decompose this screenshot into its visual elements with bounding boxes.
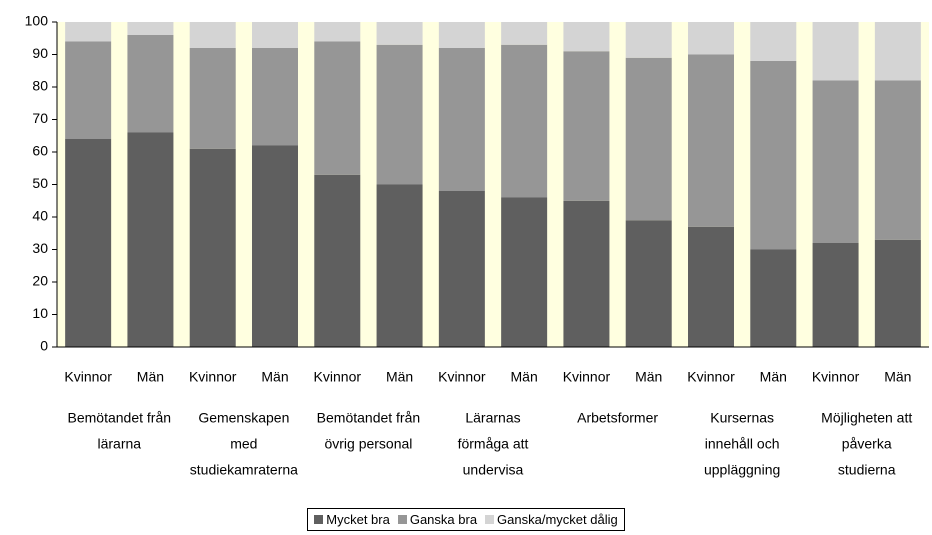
bar-segment <box>65 41 112 139</box>
bar-segment <box>812 22 859 81</box>
y-tick-label: 10 <box>32 305 48 321</box>
bar-segment <box>688 54 734 227</box>
bar-segment <box>688 226 734 347</box>
group-label: studierna <box>838 462 896 478</box>
group-label: med <box>230 436 257 452</box>
group-label: Gemenskapen <box>198 410 289 426</box>
group-label: Arbetsformer <box>577 410 658 426</box>
group-label: påverka <box>842 436 892 452</box>
group-label: studiekamraterna <box>190 462 298 478</box>
bar-segment <box>438 22 485 48</box>
y-tick-label: 0 <box>40 338 48 354</box>
x-tick-label: Män <box>386 369 413 385</box>
plot-area <box>57 22 929 347</box>
bar-segment <box>874 80 921 240</box>
bar-segment <box>625 22 672 58</box>
group-label: lärarna <box>97 436 141 452</box>
bar-segment <box>65 139 112 347</box>
bar-segment <box>314 174 361 347</box>
bar-segment <box>127 132 174 347</box>
x-tick-label: Män <box>635 369 662 385</box>
legend-label: Ganska bra <box>409 512 478 527</box>
y-tick-label: 40 <box>32 208 48 224</box>
x-tick-label: Män <box>261 369 288 385</box>
bar-segment <box>874 239 921 347</box>
bar-segment <box>625 220 672 347</box>
x-tick-label: Kvinnor <box>812 369 860 385</box>
group-label: uppläggning <box>704 462 780 478</box>
x-tick-label: Män <box>137 369 164 385</box>
bar-segment <box>189 48 236 149</box>
bar-segment <box>189 148 236 347</box>
x-tick-label: Kvinnor <box>64 369 112 385</box>
x-tick-label: Kvinnor <box>189 369 237 385</box>
legend-box: Mycket bra Ganska bra Ganska/mycket dålig <box>307 508 625 531</box>
bar-segment <box>127 35 174 133</box>
bar-segment <box>252 145 298 347</box>
bar-segment <box>65 22 112 42</box>
x-tick-label: Män <box>511 369 538 385</box>
bar-segment <box>314 22 361 42</box>
y-tick-label: 60 <box>32 143 48 159</box>
group-label: Bemötandet från <box>317 410 421 426</box>
y-tick-label: 70 <box>32 110 48 126</box>
bar-segment <box>376 44 423 185</box>
legend: Mycket bra Ganska bra Ganska/mycket dålig <box>0 508 932 531</box>
bar-segment <box>252 22 298 48</box>
group-label: Bemötandet från <box>68 410 172 426</box>
y-tick-label: 90 <box>32 45 48 61</box>
bar-segment <box>438 191 485 347</box>
bar-segment <box>189 22 236 48</box>
legend-label: Mycket bra <box>326 512 390 527</box>
x-tick-label: Kvinnor <box>314 369 362 385</box>
bar-segment <box>874 22 921 81</box>
bar-segment <box>688 22 734 55</box>
bar-segment <box>501 197 548 347</box>
bar-segment <box>563 200 610 347</box>
x-tick-label: Män <box>760 369 787 385</box>
bar-segment <box>252 48 298 146</box>
group-label: övrig personal <box>324 436 412 452</box>
y-tick-label: 100 <box>25 13 49 29</box>
bar-segment <box>750 22 797 61</box>
group-label: innehåll och <box>705 436 780 452</box>
group-label: förmåga att <box>458 436 529 452</box>
legend-swatch <box>397 515 407 524</box>
legend-item: Mycket bra <box>314 512 390 527</box>
bar-segment <box>812 80 859 243</box>
group-label: Möjligheten att <box>821 410 912 426</box>
bar-segment <box>625 57 672 221</box>
bar-segment <box>438 48 485 191</box>
bar-segment <box>812 243 859 347</box>
bar-segment <box>750 249 797 347</box>
y-tick-label: 50 <box>32 175 48 191</box>
y-tick-label: 20 <box>32 273 48 289</box>
bar-segment <box>563 51 610 201</box>
x-tick-label: Kvinnor <box>687 369 735 385</box>
legend-swatch <box>485 515 495 524</box>
group-label: undervisa <box>463 462 524 478</box>
bar-segment <box>563 22 610 52</box>
legend-swatch <box>314 515 324 524</box>
chart: Kvinnor Män Kvinnor Män Kvinnor Män Kvinnor Män… <box>25 13 929 478</box>
legend-label: Ganska/mycket dålig <box>497 512 618 527</box>
group-label: Lärarnas <box>465 410 520 426</box>
legend-item: Ganska/mycket dålig <box>485 512 618 527</box>
group-label: Kursernas <box>710 410 774 426</box>
x-tick-label: Kvinnor <box>563 369 611 385</box>
bar-segment <box>376 22 423 45</box>
bar-segment <box>750 61 797 250</box>
bar-segment <box>376 184 423 347</box>
bar-segment <box>314 41 361 175</box>
bar-segment <box>501 22 548 45</box>
y-tick-label: 30 <box>32 240 48 256</box>
legend-item: Ganska bra <box>397 512 478 527</box>
bar-segment <box>501 44 548 198</box>
bar-segment <box>127 22 174 35</box>
x-tick-label: Kvinnor <box>438 369 486 385</box>
x-tick-label: Män <box>884 369 911 385</box>
y-tick-label: 80 <box>32 78 48 94</box>
